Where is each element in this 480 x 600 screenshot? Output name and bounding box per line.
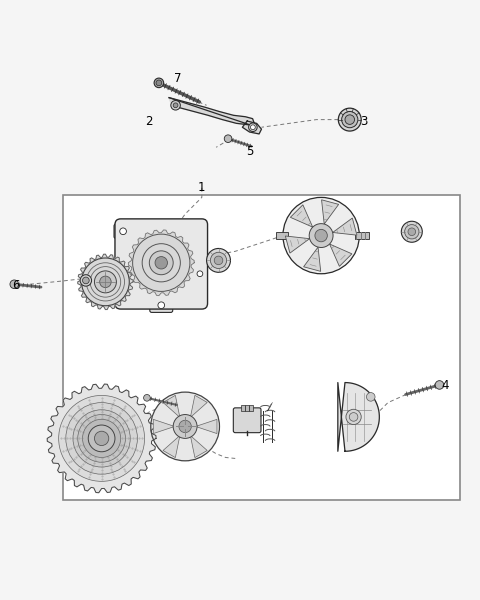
Polygon shape [153,419,175,434]
Polygon shape [158,235,165,254]
Bar [276,232,288,239]
Polygon shape [290,205,312,227]
Circle shape [251,125,255,130]
FancyBboxPatch shape [193,265,207,283]
Bar [245,405,249,411]
Circle shape [179,420,192,433]
Circle shape [120,228,126,235]
Polygon shape [158,271,165,290]
Circle shape [210,252,227,269]
Polygon shape [134,259,153,266]
Circle shape [401,221,422,242]
Circle shape [95,431,109,446]
Circle shape [88,425,115,452]
Circle shape [366,392,375,401]
Circle shape [158,302,165,308]
Polygon shape [191,436,207,458]
Circle shape [309,224,333,248]
Bar [249,405,253,411]
Circle shape [349,413,358,421]
Bar [241,405,245,411]
FancyBboxPatch shape [114,224,132,238]
Circle shape [197,271,203,277]
Circle shape [59,395,144,481]
Polygon shape [163,436,180,458]
Circle shape [346,409,361,425]
Polygon shape [333,218,357,235]
Polygon shape [144,238,157,256]
Polygon shape [338,383,379,451]
Circle shape [315,229,327,242]
Polygon shape [78,254,133,310]
Text: 5: 5 [246,145,253,158]
Polygon shape [242,121,262,134]
Circle shape [155,257,168,269]
Circle shape [173,415,197,439]
Circle shape [408,228,416,236]
Circle shape [171,101,180,110]
Polygon shape [303,247,321,271]
Polygon shape [169,98,255,127]
Circle shape [435,380,444,389]
Polygon shape [168,267,187,280]
Polygon shape [144,270,157,288]
Polygon shape [163,395,180,418]
Circle shape [83,277,89,284]
Polygon shape [191,395,207,418]
Text: 6: 6 [12,279,20,292]
Polygon shape [285,236,310,253]
Circle shape [206,248,230,272]
Circle shape [80,275,92,286]
Polygon shape [128,230,194,296]
FancyBboxPatch shape [233,408,261,433]
Bar [355,232,369,239]
Circle shape [149,251,173,275]
Circle shape [142,244,180,282]
Circle shape [345,115,355,124]
Polygon shape [196,419,217,434]
Polygon shape [166,238,178,256]
Circle shape [151,392,219,461]
Circle shape [338,108,361,131]
Polygon shape [330,244,352,266]
Polygon shape [136,246,154,259]
Circle shape [100,276,111,287]
Circle shape [83,419,120,457]
Polygon shape [136,267,154,280]
Circle shape [66,403,137,474]
Polygon shape [170,259,189,266]
FancyBboxPatch shape [150,298,173,313]
FancyBboxPatch shape [115,219,207,309]
Text: 3: 3 [360,115,368,128]
Polygon shape [322,200,339,224]
Text: 1: 1 [198,181,205,194]
Polygon shape [166,270,178,288]
Polygon shape [47,384,156,493]
Circle shape [73,410,130,467]
Circle shape [144,394,150,401]
Circle shape [10,280,19,289]
Circle shape [214,256,223,265]
Circle shape [283,197,360,274]
Circle shape [95,271,116,293]
Circle shape [249,123,257,131]
Circle shape [154,78,164,88]
Bar [63,195,459,500]
Text: 2: 2 [145,115,153,128]
Polygon shape [168,246,187,259]
Text: 4: 4 [442,379,449,392]
Circle shape [78,415,125,462]
Circle shape [342,112,358,128]
Circle shape [224,135,232,143]
Circle shape [173,103,178,107]
Circle shape [405,224,419,239]
Circle shape [156,80,162,86]
Text: 7: 7 [174,71,182,85]
